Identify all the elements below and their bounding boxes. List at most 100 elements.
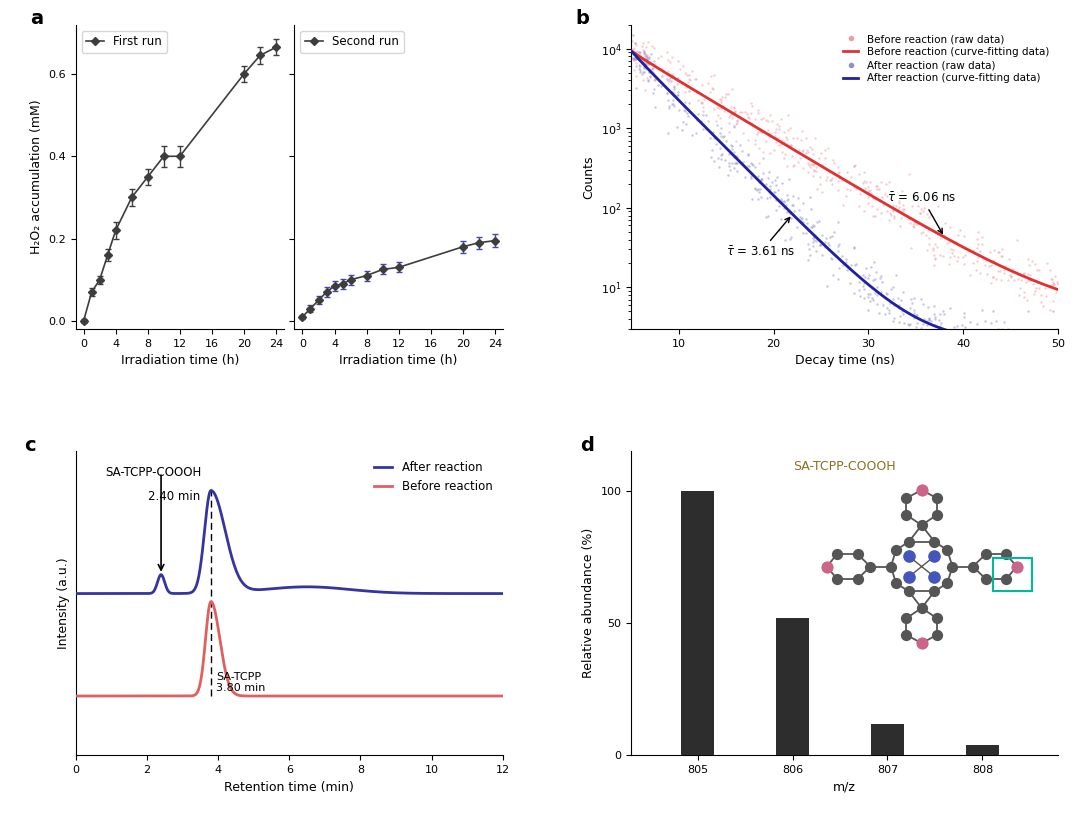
Point [717, 87, 734, 100]
Point [805, 169, 822, 182]
Point [873, 269, 890, 282]
Text: SA-TCPP-COOOH: SA-TCPP-COOOH [794, 460, 896, 473]
Point [997, 261, 1014, 274]
Point [633, 54, 650, 67]
Point [681, 81, 699, 94]
Point [740, 148, 757, 161]
Point [863, 186, 880, 200]
Point [831, 166, 848, 179]
Point [645, 61, 662, 74]
Point [993, 337, 1010, 350]
Point [885, 212, 902, 225]
Point [872, 272, 889, 285]
Point [990, 245, 1008, 259]
Point [708, 119, 726, 132]
Point [633, 39, 650, 53]
Point [1009, 334, 1026, 347]
Point [805, 239, 822, 252]
Point [637, 53, 654, 66]
Point [868, 183, 886, 196]
Point [829, 245, 847, 258]
Point [811, 151, 828, 164]
Point [819, 280, 836, 293]
Point [864, 294, 881, 307]
Point [877, 188, 894, 201]
Point [761, 147, 779, 160]
Point [940, 337, 957, 350]
Point [647, 101, 664, 114]
Point [886, 299, 903, 312]
Point [916, 201, 933, 214]
Point [914, 317, 931, 330]
Point [864, 291, 881, 305]
Point [710, 101, 727, 114]
Point [951, 333, 969, 346]
Point [854, 177, 872, 190]
Point [638, 53, 656, 67]
Point [877, 286, 894, 299]
Point [626, 51, 644, 64]
Point [1048, 285, 1065, 298]
Point [838, 190, 855, 203]
Point [944, 337, 961, 350]
Point [632, 52, 649, 65]
Point [799, 254, 816, 267]
Point [822, 252, 839, 265]
Point [941, 330, 958, 343]
Point [930, 326, 947, 339]
Point [759, 115, 777, 128]
Point [909, 327, 927, 340]
Point [1011, 282, 1028, 295]
Point [1011, 337, 1028, 350]
Point [801, 190, 819, 204]
Point [818, 231, 835, 244]
After reaction [442, 589, 455, 599]
Point [755, 111, 772, 124]
Point [872, 285, 889, 298]
Point [970, 226, 987, 239]
Point [743, 99, 760, 112]
Point [1010, 337, 1027, 350]
After reaction [488, 589, 501, 599]
Point [807, 132, 824, 145]
Before reaction [252, 691, 265, 701]
Point [663, 85, 680, 99]
Point [860, 190, 877, 204]
Point [837, 255, 854, 268]
Point [834, 174, 851, 187]
Point [974, 303, 991, 316]
Point [957, 241, 974, 255]
Point [705, 103, 723, 116]
Point [760, 166, 778, 179]
Point [727, 134, 744, 147]
Point [831, 172, 848, 185]
Point [713, 152, 730, 165]
X-axis label: Decay time (ns): Decay time (ns) [795, 355, 894, 367]
Point [978, 268, 996, 281]
Point [1043, 328, 1061, 342]
Point [741, 112, 758, 125]
Point [631, 53, 648, 67]
Point [664, 69, 681, 82]
Point [699, 114, 716, 127]
Point [720, 111, 738, 124]
Point [941, 250, 958, 264]
Point [906, 220, 923, 233]
Point [982, 337, 999, 350]
Point [846, 241, 863, 255]
Point [751, 186, 768, 199]
Point [988, 273, 1005, 286]
Point [944, 246, 961, 259]
Point [779, 132, 796, 145]
Point [829, 183, 847, 196]
Point [637, 62, 654, 76]
Point [712, 122, 729, 135]
Point [1045, 277, 1063, 291]
Point [742, 169, 759, 182]
Point [1044, 305, 1062, 318]
Point [847, 258, 864, 271]
Point [721, 108, 739, 122]
Point [894, 327, 912, 340]
Point [723, 100, 740, 113]
Point [729, 115, 746, 128]
